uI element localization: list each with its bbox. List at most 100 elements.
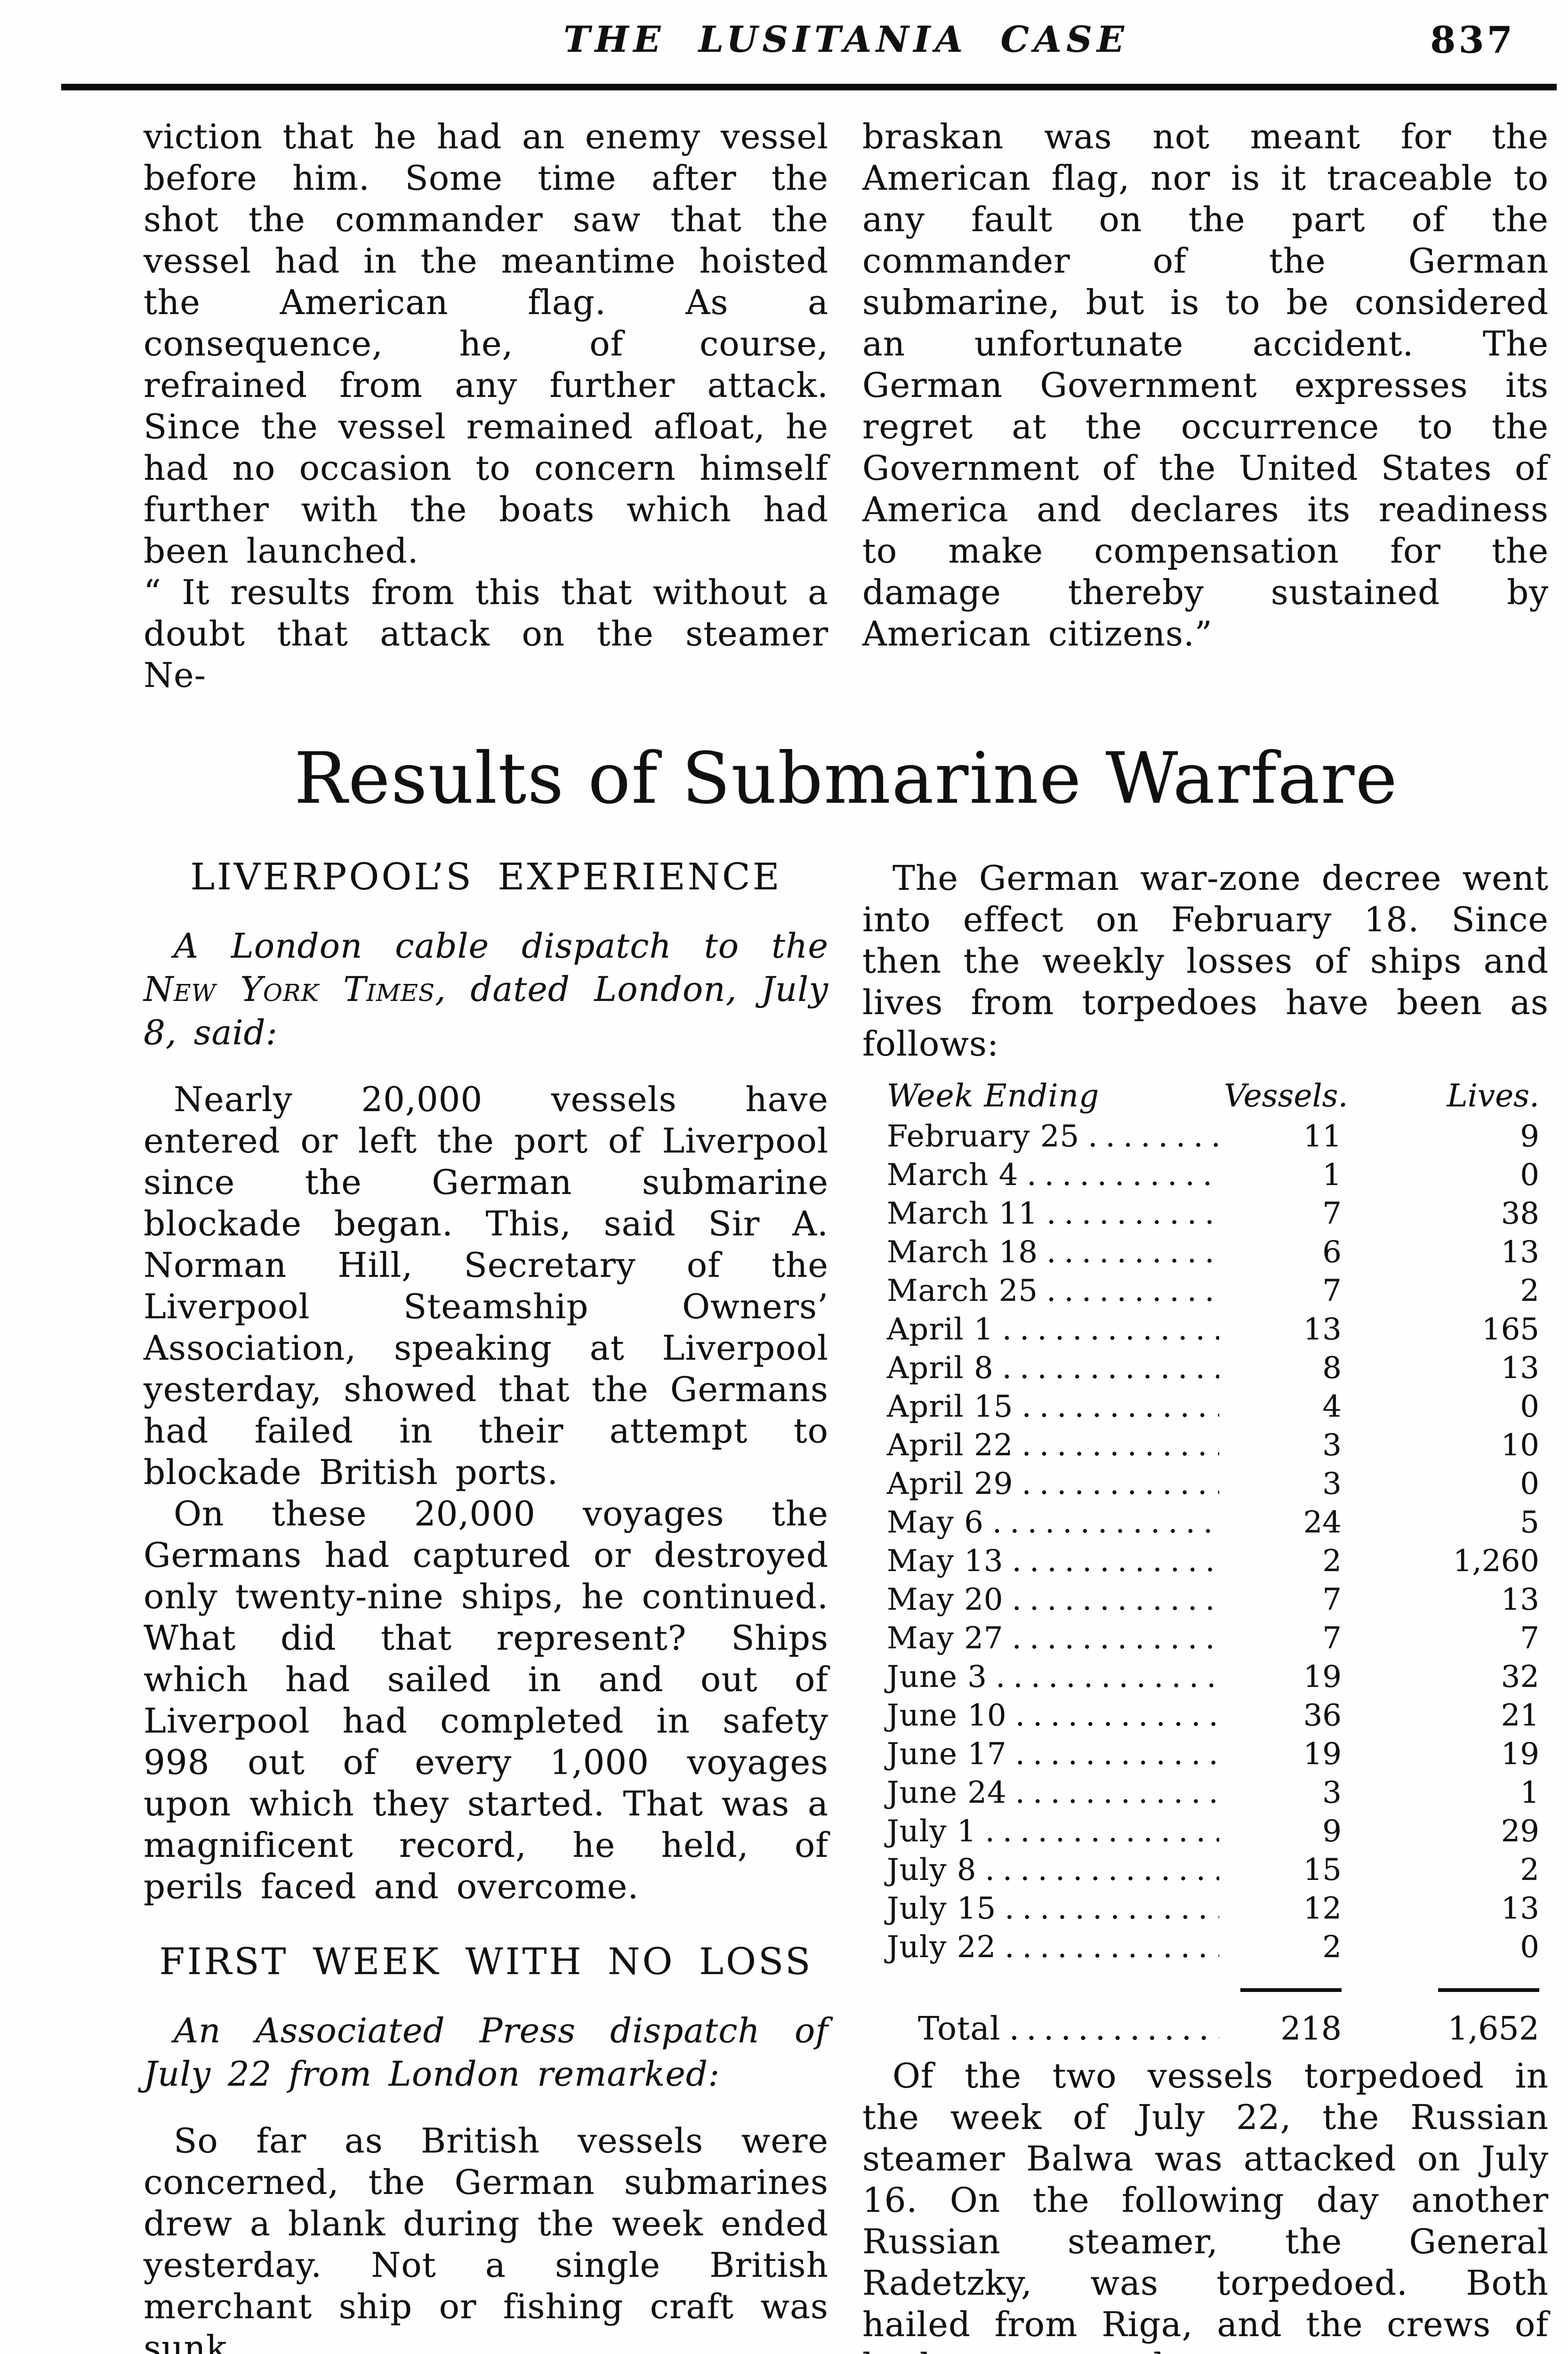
- table-cell-vessels: 13: [1303, 1312, 1342, 1347]
- table-cell-week: May 13: [887, 1544, 1004, 1579]
- table-row: July 22 2 0: [862, 1928, 1539, 1967]
- main-text-block: LIVERPOOL’S EXPERIENCE A London cable di…: [144, 857, 1549, 2354]
- table-cell-lives: 13: [1501, 1891, 1539, 1926]
- leader-dots: [1012, 1619, 1219, 1658]
- table-cell-lives: 9: [1520, 1119, 1539, 1154]
- top-right-column: braskan was not meant for the American f…: [862, 116, 1549, 696]
- table-cell-week: June 24: [887, 1775, 1007, 1810]
- table-row: March 11 7 38: [862, 1194, 1539, 1233]
- table-cell-week: May 27: [887, 1621, 1004, 1656]
- table-cell-lives: 0: [1520, 1930, 1539, 1965]
- table-cell-week: May 20: [887, 1582, 1004, 1617]
- leader-dots: [1046, 1272, 1219, 1310]
- table-cell-lives: 32: [1501, 1660, 1539, 1694]
- leader-dots: [1012, 1542, 1219, 1580]
- leader-dots: [1005, 1928, 1219, 1967]
- sum-rule-lives-cell: [1342, 1988, 1539, 1992]
- table-row: June 17 19 19: [862, 1735, 1539, 1774]
- total-label: Total: [918, 2010, 1001, 2048]
- table-cell-lives: 0: [1520, 1389, 1539, 1424]
- liverpool-paragraph-2: On these 20,000 voyages the Germans had …: [144, 1494, 828, 1906]
- lives-sum-rule: [1438, 1988, 1539, 1992]
- table-cell-lives: 0: [1520, 1467, 1539, 1501]
- table-cell-week: March 18: [887, 1235, 1038, 1270]
- torpedoed-vessels-paragraph: Of the two vessels torpedoed in the week…: [862, 2056, 1549, 2354]
- table-cell-vessels: 3: [1322, 1775, 1342, 1810]
- section-heading-first-week-no-loss: FIRST WEEK WITH NO LOSS: [159, 1941, 813, 1983]
- table-cell-vessels: 7: [1322, 1274, 1342, 1308]
- table-cell-lives: 7: [1520, 1621, 1539, 1656]
- table-cell-vessels: 3: [1322, 1467, 1342, 1501]
- dispatch-citation-ap: An Associated Press dispatch of July 22 …: [144, 2011, 828, 2094]
- table-row: June 24 3 1: [862, 1774, 1539, 1812]
- table-row: March 25 7 2: [862, 1272, 1539, 1310]
- table-cell-vessels: 36: [1303, 1698, 1342, 1733]
- table-row: July 8 15 2: [862, 1851, 1539, 1889]
- dispatch-citation-nyt: A London cable dispatch to the New York …: [144, 924, 828, 1054]
- table-cell-vessels: 24: [1303, 1505, 1342, 1540]
- table-row: May 20 7 13: [862, 1580, 1539, 1619]
- table-row: April 8 8 13: [862, 1349, 1539, 1387]
- table-cell-vessels: 7: [1322, 1621, 1342, 1656]
- top-left-column: viction that he had an enemy vessel befo…: [144, 116, 828, 696]
- table-row: February 25 11 9: [862, 1117, 1539, 1156]
- table-cell-vessels: 4: [1322, 1389, 1342, 1424]
- table-cell-week: July 15: [887, 1891, 997, 1926]
- table-cell-week: March 11: [887, 1196, 1038, 1231]
- table-cell-week: February 25: [887, 1119, 1080, 1154]
- table-row: May 27 7 7: [862, 1619, 1539, 1658]
- table-row: June 10 36 21: [862, 1696, 1539, 1735]
- table-cell-lives: 0: [1520, 1158, 1539, 1193]
- table-header-week: Week Ending: [887, 1078, 1100, 1114]
- top-right-paragraph: braskan was not meant for the American f…: [862, 117, 1549, 653]
- table-cell-lives: 29: [1501, 1814, 1539, 1849]
- leader-dots: [985, 1812, 1219, 1851]
- table-header-row: Week Ending Vessels. Lives.: [862, 1077, 1539, 1117]
- table-cell-week: June 3: [887, 1660, 988, 1694]
- vessels-sum-rule: [1240, 1988, 1342, 1992]
- table-cell-vessels: 19: [1303, 1737, 1342, 1772]
- header-rule: [61, 84, 1557, 90]
- table-cell-vessels: 19: [1303, 1660, 1342, 1694]
- sum-rule-vessels-cell: [1224, 1988, 1342, 1992]
- table-cell-vessels: 11: [1303, 1119, 1342, 1154]
- top-left-paragraph: viction that he had an enemy vessel befo…: [144, 117, 828, 571]
- leader-dots: [1022, 1387, 1220, 1426]
- table-cell-week: June 10: [887, 1698, 1007, 1733]
- weekly-losses-table: Week Ending Vessels. Lives. February 25 …: [862, 1077, 1539, 2048]
- table-cell-week: June 17: [887, 1737, 1007, 1772]
- table-cell-week: July 22: [887, 1930, 997, 1965]
- leader-dots: [1012, 1580, 1219, 1619]
- table-row: July 15 12 13: [862, 1889, 1539, 1928]
- table-cell-vessels: 7: [1322, 1582, 1342, 1617]
- leader-dots: [1046, 1233, 1219, 1272]
- table-row: April 1 13 165: [862, 1310, 1539, 1349]
- table-row: May 6 24 5: [862, 1503, 1539, 1542]
- table-cell-vessels: 2: [1322, 1544, 1342, 1579]
- table-cell-lives: 21: [1501, 1698, 1539, 1733]
- table-cell-week: May 6: [887, 1505, 984, 1540]
- table-total-row: Total 218 1,652: [862, 2010, 1539, 2048]
- leader-dots: [1022, 1426, 1220, 1465]
- table-cell-week: April 1: [887, 1312, 994, 1347]
- table-cell-lives: 2: [1520, 1853, 1539, 1887]
- table-cell-lives: 19: [1501, 1737, 1539, 1772]
- leader-dots: [1005, 1889, 1219, 1928]
- table-header-lives: Lives.: [1447, 1078, 1539, 1114]
- table-cell-week: March 25: [887, 1274, 1038, 1308]
- table-cell-vessels: 2: [1322, 1930, 1342, 1965]
- table-row: April 15 4 0: [862, 1387, 1539, 1426]
- table-row: March 18 6 13: [862, 1233, 1539, 1272]
- left-column: LIVERPOOL’S EXPERIENCE A London cable di…: [144, 857, 828, 2354]
- losses-table-body: February 25 11 9 March 4 1 0 March 11 7 …: [862, 1117, 1539, 1967]
- article-title: Results of Submarine Warfare: [294, 738, 1399, 820]
- right-column: The German war-zone decree went into eff…: [862, 857, 1549, 2354]
- table-cell-vessels: 12: [1303, 1891, 1342, 1926]
- top-text-block: viction that he had an enemy vessel befo…: [144, 116, 1549, 696]
- table-cell-week: April 15: [887, 1389, 1013, 1424]
- table-cell-lives: 13: [1501, 1582, 1539, 1617]
- table-cell-lives: 10: [1501, 1428, 1539, 1463]
- leader-dots: [1015, 1735, 1219, 1774]
- table-cell-vessels: 7: [1322, 1196, 1342, 1231]
